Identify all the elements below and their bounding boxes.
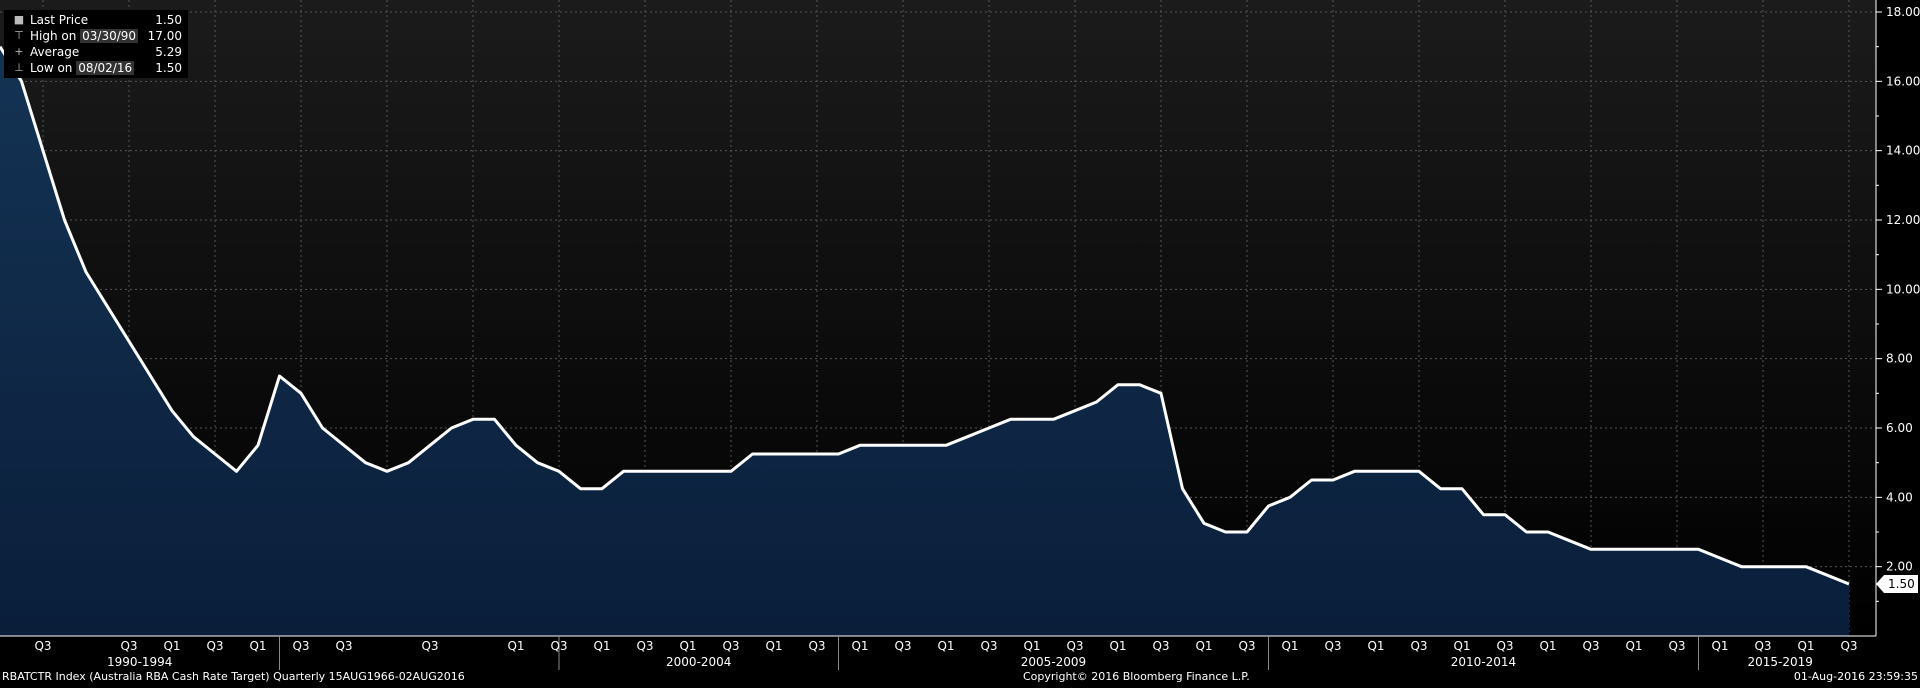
x-tick-label: Q3 xyxy=(550,639,567,653)
y-tick-label: 16.00 xyxy=(1886,74,1920,88)
x-tick-label: Q3 xyxy=(120,639,137,653)
x-tick-label: Q1 xyxy=(1109,639,1126,653)
x-tick-label: Q3 xyxy=(292,639,309,653)
y-tick-label: 10.00 xyxy=(1886,282,1920,296)
axis-layer xyxy=(0,0,1882,670)
legend-value: 1.50 xyxy=(155,13,182,27)
x-tick-label: Q3 xyxy=(1410,639,1427,653)
x-tick-label: Q3 xyxy=(1238,639,1255,653)
x-tick-label: Q1 xyxy=(1625,639,1642,653)
legend-label: Average xyxy=(30,45,80,59)
x-tick-label: Q3 xyxy=(421,639,438,653)
y-tick-label: 12.00 xyxy=(1886,213,1920,227)
x-tick-label: Q1 xyxy=(1711,639,1728,653)
x-tick-label: Q3 xyxy=(1582,639,1599,653)
x-tick-label: Q1 xyxy=(937,639,954,653)
legend-value: 5.29 xyxy=(155,45,182,59)
x-tick-label: Q1 xyxy=(163,639,180,653)
x-period-label: 2005-2009 xyxy=(1021,655,1086,669)
legend-item-high: ⊤ High on 03/30/90 17.00 xyxy=(8,28,182,44)
legend-item-low: ⊥ Low on 08/02/16 1.50 xyxy=(8,60,182,76)
x-tick-label: Q3 xyxy=(980,639,997,653)
last-value-label: 1.50 xyxy=(1888,577,1915,591)
x-tick-label: Q3 xyxy=(1152,639,1169,653)
x-tick-label: Q1 xyxy=(1539,639,1556,653)
legend-label: High on 03/30/90 xyxy=(30,29,139,43)
x-tick-label: Q3 xyxy=(808,639,825,653)
legend-label: Low on 08/02/16 xyxy=(30,61,135,75)
x-tick-label: Q3 xyxy=(1754,639,1771,653)
x-period-label: 2000-2004 xyxy=(666,655,731,669)
x-tick-label: Q3 xyxy=(34,639,51,653)
x-tick-label: Q3 xyxy=(1840,639,1857,653)
legend-item-last-price: ■ Last Price 1.50 xyxy=(8,12,182,28)
x-period-label: 2015-2019 xyxy=(1747,655,1812,669)
x-tick-label: Q1 xyxy=(765,639,782,653)
x-tick-label: Q1 xyxy=(1195,639,1212,653)
legend-date: 03/30/90 xyxy=(80,29,139,43)
x-tick-label: Q1 xyxy=(851,639,868,653)
y-tick-label: 4.00 xyxy=(1886,490,1913,504)
x-tick-label: Q1 xyxy=(679,639,696,653)
x-tick-label: Q1 xyxy=(1453,639,1470,653)
legend-item-average: + Average 5.29 xyxy=(8,44,182,60)
label-layer: 2.00 4.00 6.00 8.00 10.00 12.00 14.00 16.00 18.0… xyxy=(34,5,1920,669)
last-value-tag xyxy=(1876,574,1918,593)
x-tick-label: Q3 xyxy=(206,639,223,653)
y-tick-label: 14.00 xyxy=(1886,144,1920,158)
legend-date: 08/02/16 xyxy=(76,61,135,75)
x-tick-label: Q3 xyxy=(722,639,739,653)
x-tick-label: Q1 xyxy=(593,639,610,653)
x-period-label: 2010-2014 xyxy=(1451,655,1516,669)
legend-value: 1.50 xyxy=(155,61,182,75)
x-tick-label: Q1 xyxy=(1023,639,1040,653)
average-marker-icon: + xyxy=(14,45,24,58)
footer-copyright: Copyright© 2016 Bloomberg Finance L.P. xyxy=(1023,670,1250,683)
x-tick-label: Q3 xyxy=(894,639,911,653)
area-fill xyxy=(0,46,1849,636)
y-tick-label: 18.00 xyxy=(1886,5,1920,19)
x-tick-label: Q3 xyxy=(1066,639,1083,653)
legend-label: Last Price xyxy=(30,13,89,27)
low-marker-icon: ⊥ xyxy=(14,61,24,74)
square-marker-icon: ■ xyxy=(13,13,25,26)
x-period-label: 1990-1994 xyxy=(107,655,172,669)
x-tick-label: Q1 xyxy=(1367,639,1384,653)
high-marker-icon: ⊤ xyxy=(14,29,24,42)
x-tick-label: Q1 xyxy=(1797,639,1814,653)
x-tick-label: Q3 xyxy=(1324,639,1341,653)
footer-index-description: RBATCTR Index (Australia RBA Cash Rate T… xyxy=(2,670,465,683)
price-line xyxy=(0,45,1850,586)
x-tick-label: Q3 xyxy=(1496,639,1513,653)
footer-timestamp: 01-Aug-2016 23:59:35 xyxy=(1793,670,1918,683)
legend-value: 17.00 xyxy=(147,29,182,43)
y-tick-label: 2.00 xyxy=(1886,560,1913,574)
x-tick-label: Q3 xyxy=(1668,639,1685,653)
x-tick-label: Q3 xyxy=(636,639,653,653)
x-tick-label: Q3 xyxy=(335,639,352,653)
y-tick-label: 8.00 xyxy=(1886,352,1913,366)
legend: ■ Last Price 1.50 ⊤ High on 03/30/90 17.… xyxy=(4,10,188,78)
x-tick-label: Q1 xyxy=(507,639,524,653)
y-tick-label: 6.00 xyxy=(1886,421,1913,435)
x-tick-label: Q1 xyxy=(1281,639,1298,653)
x-tick-label: Q1 xyxy=(249,639,266,653)
